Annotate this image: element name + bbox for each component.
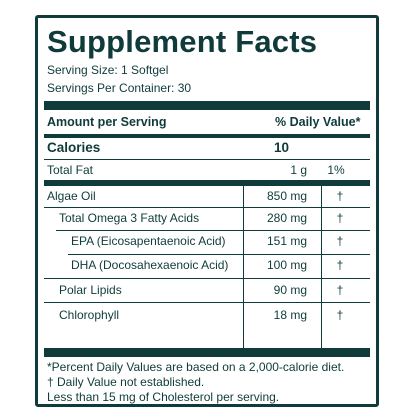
ingredient-name: Total Omega 3 Fatty Acids <box>59 211 200 225</box>
column-divider <box>243 186 244 348</box>
ingredient-name: DHA (Docosahexaenoic Acid) <box>71 258 229 272</box>
calories-value: 10 <box>274 140 290 155</box>
divider <box>44 159 370 160</box>
ingredient-amount: 850 mg <box>266 189 307 203</box>
ingredient-daily-value: † <box>336 258 344 272</box>
panel-title: Supplement Facts <box>47 24 318 59</box>
ingredient-daily-value: † <box>336 283 344 297</box>
footnote-not-established: † Daily Value not established. <box>47 375 205 389</box>
ingredient-amount: 151 mg <box>266 234 307 248</box>
calories-label: Calories <box>47 140 101 155</box>
ingredient-daily-value: † <box>336 234 344 248</box>
nutrient-row: Total Fat 1 g 1% <box>44 160 370 180</box>
nutrient-name: Total Fat <box>47 163 94 177</box>
nutrient-amount: 1 g <box>290 163 307 177</box>
serving-size: Serving Size: 1 Softgel <box>47 63 169 77</box>
servings-per-container: Servings Per Container: 30 <box>47 81 192 95</box>
column-divider <box>321 186 322 348</box>
thick-divider-top <box>44 101 370 110</box>
footnote-daily-values: *Percent Daily Values are based on a 2,0… <box>47 360 345 374</box>
ingredient-amount: 90 mg <box>273 283 307 297</box>
nutrient-daily-value: 1% <box>327 163 345 177</box>
ingredient-amount: 18 mg <box>273 308 307 322</box>
thick-divider-mid <box>44 134 370 138</box>
amount-header: Amount per Serving <box>47 115 167 129</box>
ingredient-amount: 100 mg <box>266 258 307 272</box>
ingredient-daily-value: † <box>336 308 344 322</box>
ingredient-amount: 280 mg <box>266 211 307 225</box>
supplement-facts-panel: Supplement Facts Serving Size: 1 Softgel… <box>35 15 379 407</box>
ingredient-name: EPA (Eicosapentaenoic Acid) <box>71 234 226 248</box>
thick-divider-bottom <box>44 348 370 357</box>
ingredient-name: Chlorophyll <box>59 308 120 322</box>
daily-value-header: % Daily Value* <box>275 115 361 129</box>
ingredient-name: Algae Oil <box>47 189 96 203</box>
ingredient-daily-value: † <box>336 189 344 203</box>
ingredient-name: Polar Lipids <box>59 283 122 297</box>
footnote-cholesterol: Less than 15 mg of Cholesterol per servi… <box>47 390 280 404</box>
ingredient-table: Algae Oil 850 mg † Total Omega 3 Fatty A… <box>44 186 370 348</box>
ingredient-daily-value: † <box>336 211 344 225</box>
thick-divider-lower <box>44 180 370 186</box>
